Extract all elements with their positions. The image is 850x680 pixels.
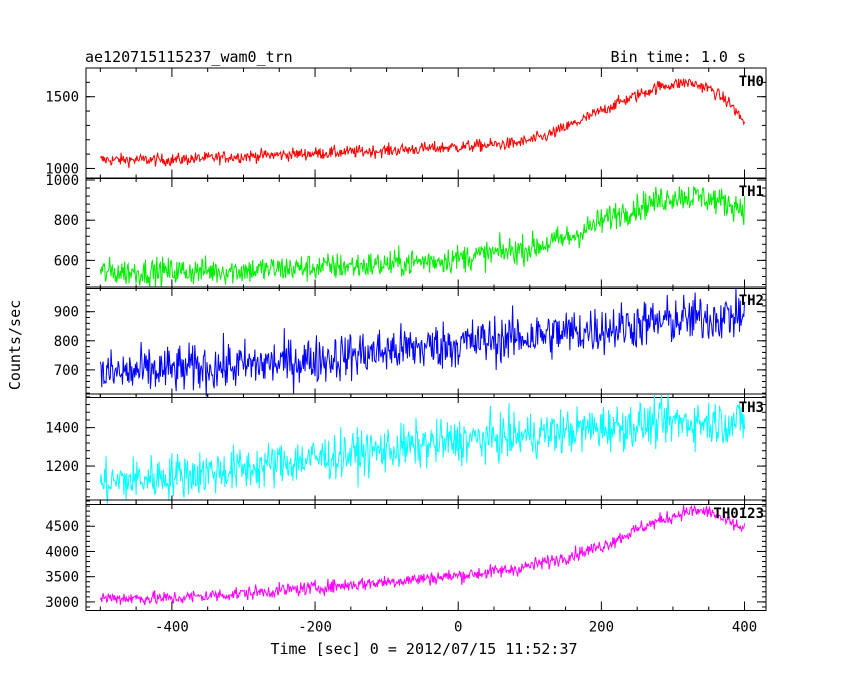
panel-frame <box>85 286 767 398</box>
y-tick-label: 3500 <box>45 570 79 586</box>
panel-frame <box>85 177 767 289</box>
series-label-th3: TH3 <box>739 400 764 416</box>
panel-frame <box>85 393 767 505</box>
y-tick-label: 900 <box>54 305 79 321</box>
x-tick-label: 400 <box>732 620 757 636</box>
y-tick-label: 4000 <box>45 544 79 560</box>
x-tick-label: -200 <box>298 620 332 636</box>
panel-th0: 1000 1500 TH0 <box>45 67 767 179</box>
series-line-th1 <box>99 186 746 288</box>
panels-group: 1000 1500 TH0 600 800 1000 TH1 700 800 900 TH2 1200… <box>45 67 767 636</box>
y-tick-label: 1000 <box>45 173 79 189</box>
y-tick-label: 1500 <box>45 90 79 106</box>
series-label-th0123: TH0123 <box>713 506 764 522</box>
x-tick-label: 200 <box>589 620 614 636</box>
y-tick-label: 4500 <box>45 519 79 535</box>
series-label-th2: TH2 <box>739 293 764 309</box>
y-tick-label: 1200 <box>45 459 79 475</box>
series-line-th3 <box>99 394 746 504</box>
panel-th0123: 3000 3500 4000 4500 TH0123 <box>45 499 767 611</box>
series-line-th2 <box>99 287 746 397</box>
panel-th3: 1200 1400 TH3 <box>45 393 767 505</box>
y-tick-label: 600 <box>54 253 79 269</box>
series-label-th1: TH1 <box>739 184 764 200</box>
y-tick-label: 800 <box>54 334 79 350</box>
y-tick-label: 700 <box>54 363 79 379</box>
series-line-th0123 <box>99 504 746 606</box>
panel-th2: 700 800 900 TH2 <box>54 286 767 398</box>
y-tick-label: 1000 <box>45 161 79 177</box>
x-axis-label: Time [sec] 0 = 2012/07/15 11:52:37 <box>270 640 577 658</box>
panel-frame <box>85 499 767 611</box>
panel-th1: 600 800 1000 TH1 <box>45 173 767 289</box>
series-label-th0: TH0 <box>739 74 764 90</box>
chart-subtitle: Bin time: 1.0 s <box>611 48 746 66</box>
series-line-th0 <box>99 78 746 169</box>
y-axis-label: Counts/sec <box>6 300 24 390</box>
chart-title: ae120715115237_wam0_trn <box>85 48 293 66</box>
y-tick-label: 1400 <box>45 421 79 437</box>
y-tick-label: 800 <box>54 213 79 229</box>
x-tick-label: -400 <box>155 620 189 636</box>
x-tick-label: 0 <box>454 620 462 636</box>
y-tick-label: 3000 <box>45 595 79 611</box>
